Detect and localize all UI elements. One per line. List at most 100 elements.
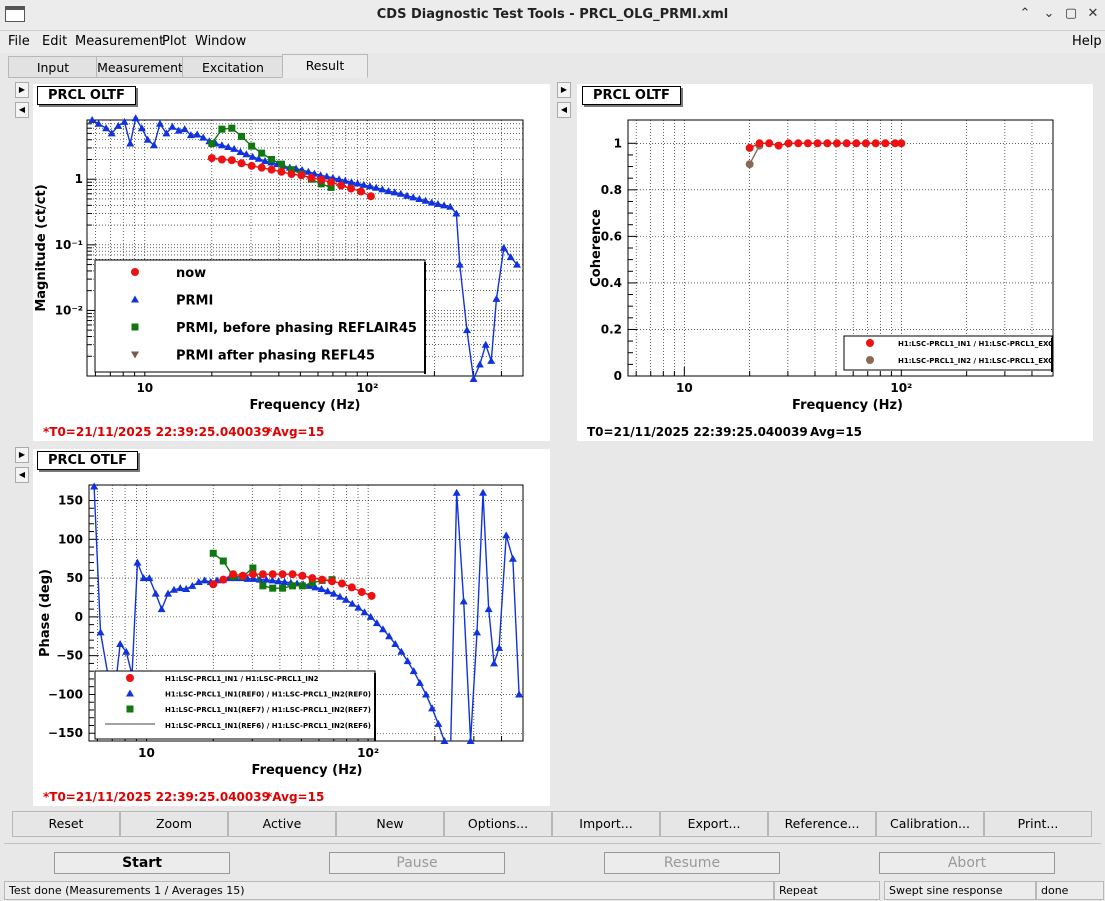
tab-measurement[interactable]: Measurement bbox=[96, 56, 184, 78]
tab-excitation[interactable]: Excitation bbox=[182, 56, 284, 78]
data-point bbox=[145, 574, 154, 582]
status-type: Swept sine response bbox=[884, 881, 1036, 900]
y-tick-label: −50 bbox=[56, 649, 83, 663]
close-icon[interactable]: ✕ bbox=[1087, 6, 1099, 21]
tab-result[interactable]: Result bbox=[282, 54, 368, 78]
resume-button[interactable]: Resume bbox=[604, 852, 780, 874]
data-point bbox=[243, 574, 252, 582]
y-tick-label: 0.4 bbox=[601, 276, 622, 290]
pad-expand-arrow-icon[interactable]: ▶ bbox=[15, 447, 29, 463]
data-point bbox=[852, 139, 861, 148]
data-point bbox=[495, 643, 504, 651]
data-point bbox=[357, 588, 366, 597]
magnitude-chart[interactable]: 10 10² 1 10⁻¹ 10⁻² Frequency (Hz) Magnitude (c… bbox=[33, 84, 550, 424]
data-point bbox=[323, 587, 332, 595]
data-point bbox=[219, 575, 228, 584]
data-point bbox=[199, 133, 208, 141]
x-tick-label: 10² bbox=[357, 746, 379, 760]
import-button[interactable]: Import... bbox=[552, 811, 660, 837]
data-point bbox=[327, 178, 336, 187]
data-point bbox=[133, 558, 142, 566]
legend-marker bbox=[131, 323, 139, 331]
data-point bbox=[385, 632, 394, 640]
menu-window[interactable]: Window bbox=[195, 34, 247, 49]
data-point bbox=[433, 199, 442, 207]
data-point bbox=[354, 603, 363, 611]
coherence-chart[interactable]: 10 10² 0 0.2 0.4 0.6 0.8 1 Frequency (Hz) Coheren… bbox=[577, 84, 1093, 424]
y-tick-label: 0 bbox=[614, 369, 622, 383]
data-point bbox=[224, 143, 233, 151]
options-button[interactable]: Options... bbox=[444, 811, 552, 837]
menu-edit[interactable]: Edit bbox=[42, 34, 68, 49]
y-tick-label: 1 bbox=[614, 136, 622, 150]
y-tick-label: 1 bbox=[75, 172, 83, 186]
data-point bbox=[367, 591, 376, 600]
data-point bbox=[372, 619, 381, 627]
data-point bbox=[280, 577, 289, 585]
data-point bbox=[268, 570, 277, 579]
data-point bbox=[162, 129, 171, 137]
data-point bbox=[384, 187, 393, 195]
pad-title: PRCL OTLF bbox=[37, 451, 138, 470]
print-button[interactable]: Print... bbox=[984, 811, 1092, 837]
data-point bbox=[391, 640, 400, 648]
data-point bbox=[366, 612, 375, 620]
pause-button[interactable]: Pause bbox=[329, 852, 505, 874]
new-button[interactable]: New bbox=[336, 811, 444, 837]
maximize-icon[interactable]: ▢ bbox=[1064, 6, 1078, 21]
plot-pad-phase[interactable]: PRCL OTLF 10 10² 150 100 50 0 −50 −100 −150 Frequ… bbox=[33, 449, 550, 806]
phase-chart[interactable]: 10 10² 150 100 50 0 −50 −100 −150 Frequency (Hz) P… bbox=[33, 449, 550, 789]
zoom-button[interactable]: Zoom bbox=[120, 811, 228, 837]
status-bar: Test done (Measurements 1 / Averages 15)… bbox=[0, 879, 1105, 901]
data-point bbox=[455, 260, 464, 268]
data-point bbox=[218, 125, 226, 133]
calibration-button[interactable]: Calibration... bbox=[876, 811, 984, 837]
active-button[interactable]: Active bbox=[228, 811, 336, 837]
reference-button[interactable]: Reference... bbox=[768, 811, 876, 837]
data-point bbox=[277, 160, 285, 168]
data-point bbox=[207, 154, 216, 163]
y-axis-label: Coherence bbox=[589, 209, 604, 287]
plot-pad-coherence[interactable]: PRCL OLTF 10 10² 0 0.2 0.4 0.6 0.8 1 Frequency (… bbox=[577, 84, 1093, 441]
tab-input[interactable]: Input bbox=[8, 56, 98, 78]
reset-button[interactable]: Reset bbox=[12, 811, 120, 837]
shade-icon[interactable]: ⌃ bbox=[1019, 6, 1031, 21]
data-point bbox=[248, 152, 257, 160]
data-point bbox=[157, 605, 166, 613]
menu-file[interactable]: File bbox=[8, 34, 30, 49]
data-point bbox=[487, 356, 496, 364]
legend-marker bbox=[866, 339, 874, 347]
abort-button[interactable]: Abort bbox=[879, 852, 1055, 874]
data-point bbox=[307, 173, 316, 182]
pad-collapse-arrow-icon[interactable]: ◀ bbox=[557, 102, 571, 118]
x-axis-label: Frequency (Hz) bbox=[792, 398, 903, 413]
pad-collapse-arrow-icon[interactable]: ◀ bbox=[15, 102, 29, 118]
menu-help[interactable]: Help bbox=[1072, 34, 1102, 49]
data-point bbox=[337, 181, 346, 190]
data-point bbox=[279, 584, 287, 592]
data-point bbox=[298, 582, 306, 590]
menu-measurement[interactable]: Measurement bbox=[75, 34, 165, 49]
start-button[interactable]: Start bbox=[54, 852, 230, 874]
data-point bbox=[262, 575, 271, 583]
pad-expand-arrow-icon[interactable]: ▶ bbox=[15, 82, 29, 98]
data-point bbox=[230, 144, 239, 152]
data-point bbox=[269, 584, 277, 592]
data-point bbox=[304, 167, 313, 175]
pad-expand-arrow-icon[interactable]: ▶ bbox=[557, 82, 571, 98]
data-point bbox=[881, 139, 890, 148]
menu-plot[interactable]: Plot bbox=[162, 34, 187, 49]
export-button[interactable]: Export... bbox=[660, 811, 768, 837]
data-point bbox=[446, 202, 455, 210]
t0-label: *T0=21/11/2025 22:39:25.040039 bbox=[43, 425, 270, 439]
minimize-icon[interactable]: ⌄ bbox=[1043, 6, 1055, 21]
y-tick-label: −150 bbox=[48, 726, 83, 740]
pad-collapse-arrow-icon[interactable]: ◀ bbox=[15, 467, 29, 483]
data-point bbox=[278, 570, 287, 579]
data-point bbox=[209, 580, 218, 589]
data-point bbox=[258, 149, 266, 157]
data-point bbox=[415, 678, 424, 686]
plot-pad-magnitude[interactable]: PRCL OLTF 10 10² 1 10⁻¹ 10⁻² Frequency (Hz) Ma… bbox=[33, 84, 550, 441]
data-point bbox=[378, 185, 387, 193]
data-point bbox=[403, 657, 412, 665]
